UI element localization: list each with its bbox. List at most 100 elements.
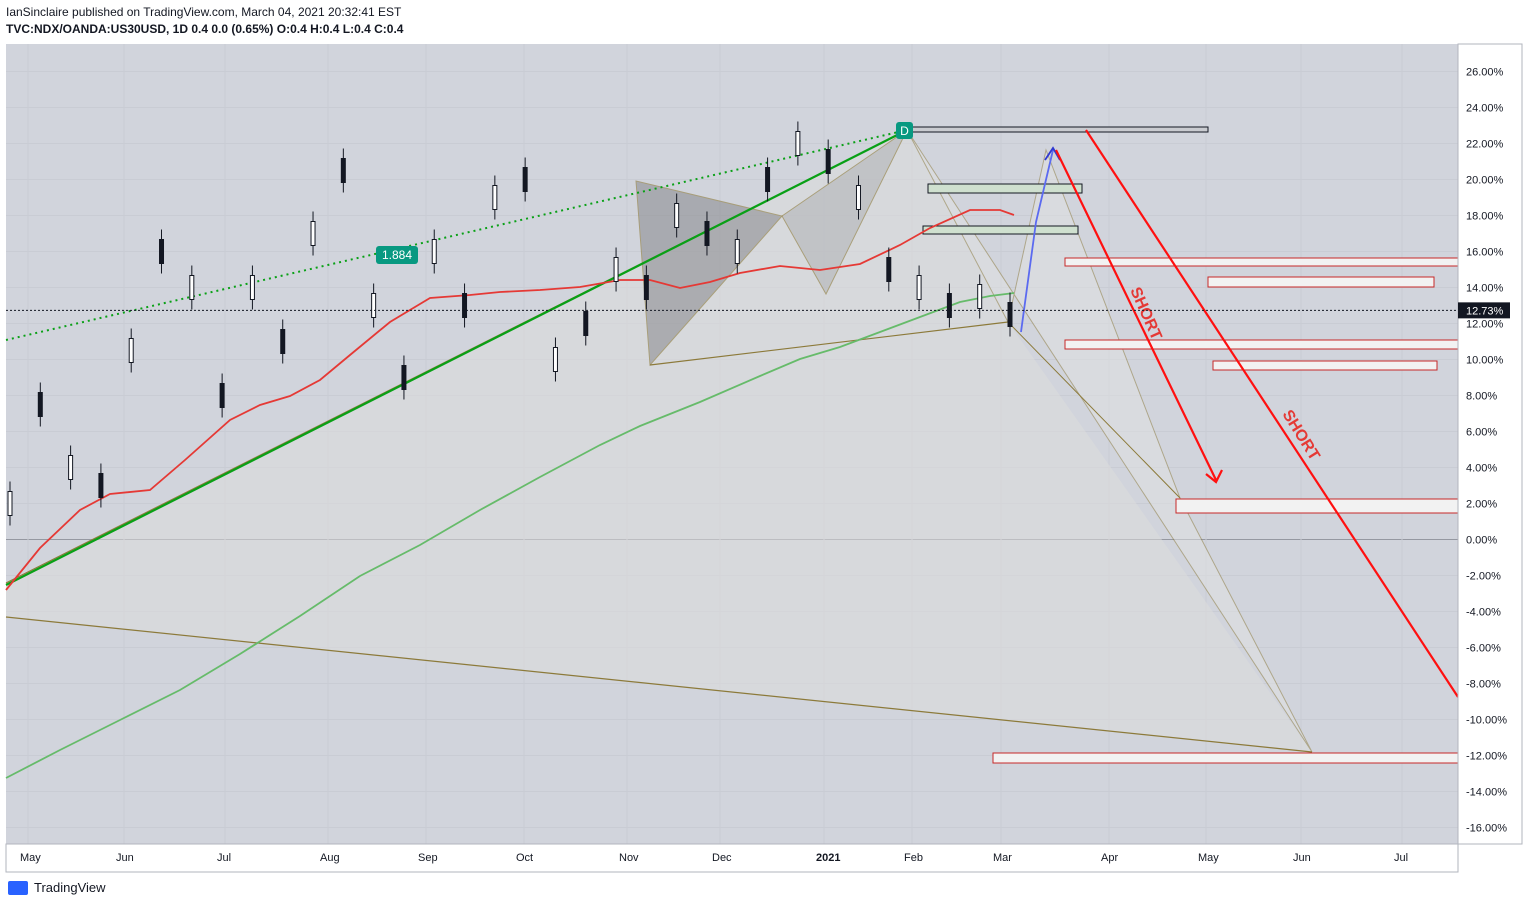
price-zone bbox=[1175, 498, 1459, 514]
candle-body bbox=[7, 491, 13, 516]
price-tick-label: -4.00% bbox=[1466, 607, 1501, 619]
ratio-badge bbox=[376, 246, 418, 264]
price-zone bbox=[922, 225, 1079, 235]
price-zone bbox=[1212, 360, 1438, 371]
candle-body bbox=[340, 158, 346, 183]
candle-body bbox=[946, 293, 952, 318]
price-tick-label: -12.00% bbox=[1466, 751, 1507, 763]
price-tick-label: 2.00% bbox=[1466, 499, 1497, 511]
price-tick-label: 10.00% bbox=[1466, 355, 1504, 367]
time-scale-labels: May Jun Jul Aug Sep Oct Nov Dec 2021 Feb Mar Apr May… bbox=[20, 852, 1408, 864]
candle-body bbox=[704, 221, 710, 246]
price-scale[interactable] bbox=[1457, 43, 1523, 845]
price-tick-label: 14.00% bbox=[1466, 283, 1504, 295]
candle-body bbox=[68, 455, 74, 480]
ma-green-line bbox=[5, 292, 1015, 779]
time-tick-label: Jun bbox=[1293, 852, 1311, 864]
candle-body bbox=[522, 167, 528, 192]
short-arrow-head bbox=[1205, 469, 1223, 484]
publish-line: IanSinclaire published on TradingView.co… bbox=[6, 5, 402, 19]
candle-body bbox=[98, 473, 104, 498]
tradingview-logo-icon bbox=[8, 880, 28, 895]
price-zone bbox=[992, 752, 1459, 764]
projection-arrow-head bbox=[1044, 146, 1061, 161]
candle-body bbox=[1007, 302, 1013, 327]
harmonic-xab bbox=[635, 180, 783, 367]
price-zone bbox=[927, 183, 1083, 194]
candle-body bbox=[249, 275, 255, 300]
candle-body bbox=[583, 311, 589, 336]
candle-body bbox=[219, 383, 225, 408]
harmonic-projection bbox=[906, 129, 1313, 753]
harmonic-bcd bbox=[781, 128, 909, 296]
time-tick-label: May bbox=[1198, 852, 1219, 864]
price-tick-label: 18.00% bbox=[1466, 211, 1504, 223]
harmonic-bd-line bbox=[649, 321, 1009, 366]
candle-body bbox=[431, 239, 437, 264]
time-tick-label: Nov bbox=[619, 852, 639, 864]
short-arrow-1 bbox=[1055, 149, 1217, 481]
price-zone bbox=[1064, 339, 1459, 350]
candle-body bbox=[977, 284, 983, 309]
candle-body bbox=[280, 329, 286, 354]
candle-body bbox=[886, 257, 892, 282]
time-tick-label: Oct bbox=[516, 852, 533, 864]
last-value-marker: 12.73% bbox=[6, 302, 1510, 319]
candle-body bbox=[643, 275, 649, 300]
ratio-badge-text: 1.884 bbox=[382, 248, 412, 262]
drawing-overlays bbox=[5, 126, 1459, 764]
price-scale-labels: 26.00% 24.00% 22.00% 20.00% 18.00% 16.00% 14.0… bbox=[1466, 67, 1507, 835]
ma-red-line bbox=[5, 209, 1015, 591]
candle-body bbox=[855, 185, 861, 210]
candle-body bbox=[189, 275, 195, 300]
projection-line bbox=[1007, 321, 1181, 499]
candle-body bbox=[795, 131, 801, 156]
time-tick-label: Jul bbox=[1394, 852, 1408, 864]
price-zone bbox=[1064, 257, 1459, 267]
candle-body bbox=[765, 167, 771, 192]
price-tick-label: 6.00% bbox=[1466, 427, 1497, 439]
time-tick-label: Sep bbox=[418, 852, 438, 864]
candle-body bbox=[128, 338, 134, 363]
candle-body bbox=[462, 293, 468, 318]
time-scale[interactable] bbox=[5, 843, 1459, 873]
candle-body bbox=[492, 185, 498, 210]
candle-body bbox=[310, 221, 316, 246]
time-tick-label: Apr bbox=[1101, 852, 1118, 864]
candle-body bbox=[552, 347, 558, 372]
candle-body bbox=[37, 392, 43, 417]
price-tick-label: 24.00% bbox=[1466, 103, 1504, 115]
candle-body bbox=[825, 149, 831, 174]
last-value-label: 12.73% bbox=[1466, 305, 1504, 317]
price-tick-label: 8.00% bbox=[1466, 391, 1497, 403]
green-dotted-line bbox=[5, 129, 908, 341]
price-tick-label: 26.00% bbox=[1466, 67, 1504, 79]
price-tick-label: -8.00% bbox=[1466, 679, 1501, 691]
lower-trendline bbox=[5, 616, 1313, 753]
candle-body bbox=[613, 257, 619, 282]
price-tick-label: 22.00% bbox=[1466, 139, 1504, 151]
green-trendline bbox=[5, 129, 908, 586]
price-tick-label: 20.00% bbox=[1466, 175, 1504, 187]
time-tick-label: Feb bbox=[904, 852, 923, 864]
price-tick-label: 16.00% bbox=[1466, 247, 1504, 259]
price-tick-label: 4.00% bbox=[1466, 463, 1497, 475]
chart-header: IanSinclaire published on TradingView.co… bbox=[6, 4, 403, 38]
moving-averages bbox=[5, 209, 1015, 779]
price-tick-label: -6.00% bbox=[1466, 643, 1501, 655]
time-tick-label: Mar bbox=[993, 852, 1012, 864]
candle-body bbox=[401, 365, 407, 390]
price-tick-label: 12.00% bbox=[1466, 319, 1504, 331]
symbol-line: TVC:NDX/OANDA:US30USD, 1D 0.4 0.0 (0.65%… bbox=[6, 22, 404, 36]
last-value-box bbox=[1458, 302, 1510, 319]
time-tick-label: Jun bbox=[116, 852, 134, 864]
harmonic-area bbox=[6, 130, 1312, 752]
point-d-text: D bbox=[900, 124, 909, 138]
price-tick-label: -10.00% bbox=[1466, 715, 1507, 727]
price-zone bbox=[909, 126, 1209, 133]
price-tick-label: -14.00% bbox=[1466, 787, 1507, 799]
price-zone bbox=[1207, 276, 1435, 288]
time-tick-label: Dec bbox=[712, 852, 732, 864]
point-d-badge bbox=[896, 122, 913, 139]
